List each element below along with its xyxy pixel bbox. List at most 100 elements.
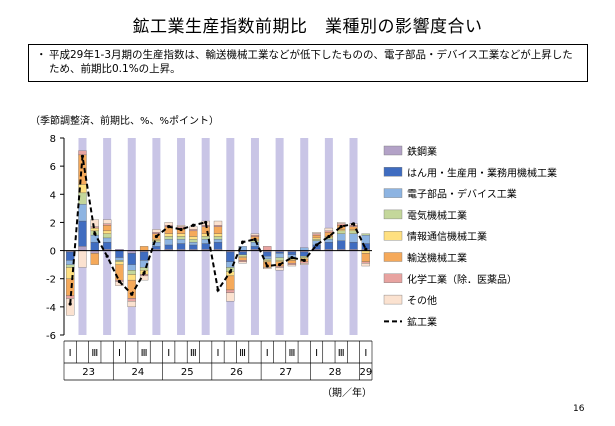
bar-segment <box>361 253 370 262</box>
bar-segment <box>263 260 272 262</box>
bar-segment <box>287 263 297 265</box>
bar-segment <box>90 219 99 227</box>
bar-segment <box>213 226 223 234</box>
bar-segment <box>78 250 87 268</box>
bar-segment <box>312 232 321 234</box>
year-label: 27 <box>279 367 292 378</box>
bar-segment <box>287 260 297 264</box>
bar-segment <box>164 222 173 226</box>
bar-segment <box>312 234 321 239</box>
bar-segment <box>164 233 173 237</box>
line-point <box>314 243 319 247</box>
bar-segment <box>164 244 173 250</box>
bar-segment <box>238 251 247 255</box>
bar-segment <box>176 239 186 244</box>
bar-segment <box>189 236 198 240</box>
bar-segment <box>361 234 370 244</box>
bar-segment <box>213 236 223 240</box>
legend-swatch <box>383 230 403 241</box>
bar-segment <box>102 233 112 239</box>
line-point <box>241 240 245 244</box>
bar-segment <box>189 229 198 232</box>
line-point <box>351 222 356 226</box>
line-point <box>327 234 331 239</box>
legend-swatch <box>383 167 403 177</box>
bar-segment <box>102 230 112 234</box>
bar-segment <box>127 301 136 308</box>
year-label: 29 <box>359 367 372 378</box>
y-tick-label: 8 <box>50 134 56 145</box>
line-point <box>105 254 109 258</box>
legend-label: 鉱工業 <box>407 315 437 328</box>
year-label: 25 <box>181 367 194 378</box>
note-bullet: ・ <box>36 49 47 61</box>
bar-segment <box>164 236 173 240</box>
legend-label: 電子部品・デバイス工業 <box>407 188 517 201</box>
bar-segment <box>152 246 161 250</box>
bar-segment <box>263 267 272 270</box>
x-tick-label: Ⅲ <box>288 348 295 359</box>
bar-segment <box>189 226 198 230</box>
line-point <box>265 264 269 268</box>
y-axis: -6 -4 -2 0 2 4 6 8 <box>46 134 372 342</box>
bar-segment <box>324 227 334 232</box>
bar-segment <box>102 223 112 226</box>
bar-segment <box>127 270 136 275</box>
bar-segment <box>115 257 124 261</box>
line-point <box>216 288 220 292</box>
bar-segment <box>250 234 260 237</box>
bar-segment <box>201 243 210 250</box>
bar-segment <box>226 275 235 291</box>
line-point <box>142 271 146 275</box>
bar-segment <box>324 239 334 243</box>
x-tick-label: Ⅰ <box>167 348 170 359</box>
bar-segment <box>337 233 346 241</box>
unit-label: （季節調整済、前期比、%、%ポイント） <box>30 116 220 127</box>
x-tick-label: Ⅰ <box>315 348 318 359</box>
y-tick-label: 2 <box>50 218 56 229</box>
bar-segment <box>102 241 112 250</box>
x-tick-label: Ⅰ <box>69 348 72 359</box>
bar-segment <box>312 239 321 241</box>
bar-segment <box>361 263 370 267</box>
bar-segment <box>238 257 247 261</box>
legend-swatch <box>383 294 403 305</box>
x-tick-label: Ⅲ <box>141 348 148 359</box>
bar-segment <box>238 261 247 264</box>
line-point <box>167 225 171 229</box>
year-label: 24 <box>132 367 145 378</box>
x-tick-label: Ⅲ <box>338 348 345 359</box>
bar-segment <box>213 239 223 243</box>
shade-band <box>226 138 235 335</box>
summary-note-text: 平成29年1-3月期の生産指数は、輸送機械工業などが低下したものの、電子部品・デ… <box>49 49 573 75</box>
bar-segment <box>275 251 284 254</box>
bar-segment <box>250 246 260 250</box>
bar-segment <box>189 239 198 243</box>
bar-segment <box>164 239 173 246</box>
bar-segment <box>361 233 370 236</box>
bar-segment <box>152 232 161 234</box>
line-point <box>130 292 134 296</box>
x-tick-label: Ⅰ <box>364 348 367 359</box>
y-tick-label: 0 <box>50 247 56 258</box>
line-point <box>290 256 294 260</box>
bar-segment <box>127 253 136 265</box>
y-tick-label: -2 <box>46 275 56 286</box>
bar-segment <box>263 246 272 251</box>
bar-segment <box>275 265 284 268</box>
line-point <box>93 232 97 236</box>
legend: 鉄鋼業はん用・生産用・業務用機械工業電子部品・デバイス工業電気機械工業情報通信機… <box>383 145 557 328</box>
legend-label: 輸送機械工業 <box>407 252 467 265</box>
year-label: 23 <box>82 367 95 378</box>
line-point <box>154 234 158 239</box>
bar-segment <box>324 241 334 250</box>
bar-segment <box>127 298 136 302</box>
line-point <box>204 220 208 225</box>
bar-segment <box>102 237 112 243</box>
line-point <box>253 237 257 241</box>
bar-segment <box>115 260 124 262</box>
shade-band <box>275 138 284 335</box>
line-point <box>179 227 183 232</box>
bar-segment <box>337 240 346 250</box>
